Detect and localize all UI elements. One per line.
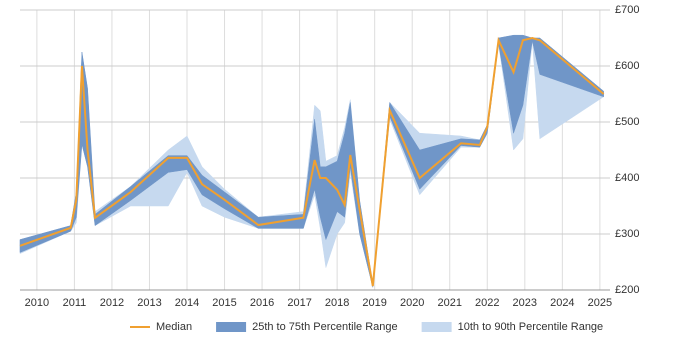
legend-label: Median	[156, 321, 192, 333]
x-tick-label: 2020	[400, 297, 424, 309]
percentile-band	[19, 34, 604, 288]
x-tick-label: 2017	[287, 297, 311, 309]
legend-label: 25th to 75th Percentile Range	[252, 321, 398, 333]
y-tick-label: £600	[615, 60, 639, 72]
x-tick-label: 2016	[250, 297, 274, 309]
median-line	[19, 36, 605, 287]
y-tick-label: £300	[615, 228, 639, 240]
legend-label: 10th to 90th Percentile Range	[458, 321, 604, 333]
x-tick-label: 2014	[175, 297, 199, 309]
x-tick-label: 2023	[513, 297, 537, 309]
y-tick-label: £500	[615, 116, 639, 128]
y-tick-label: £700	[615, 4, 639, 16]
x-tick-label: 2015	[212, 297, 236, 309]
x-tick-label: 2022	[475, 297, 499, 309]
y-tick-label: £400	[615, 172, 639, 184]
x-tick-label: 2021	[437, 297, 461, 309]
x-tick-label: 2013	[137, 297, 161, 309]
x-tick-label: 2012	[100, 297, 124, 309]
x-tick-label: 2018	[325, 297, 349, 309]
x-tick-label: 2024	[550, 297, 574, 309]
x-tick-label: 2011	[63, 297, 87, 309]
x-tick-label: 2010	[25, 297, 49, 309]
x-tick-label: 2019	[362, 297, 386, 309]
legend-swatch	[216, 322, 247, 332]
legend-swatch	[421, 322, 452, 332]
x-tick-label: 2025	[588, 297, 612, 309]
y-tick-label: £200	[615, 284, 639, 296]
